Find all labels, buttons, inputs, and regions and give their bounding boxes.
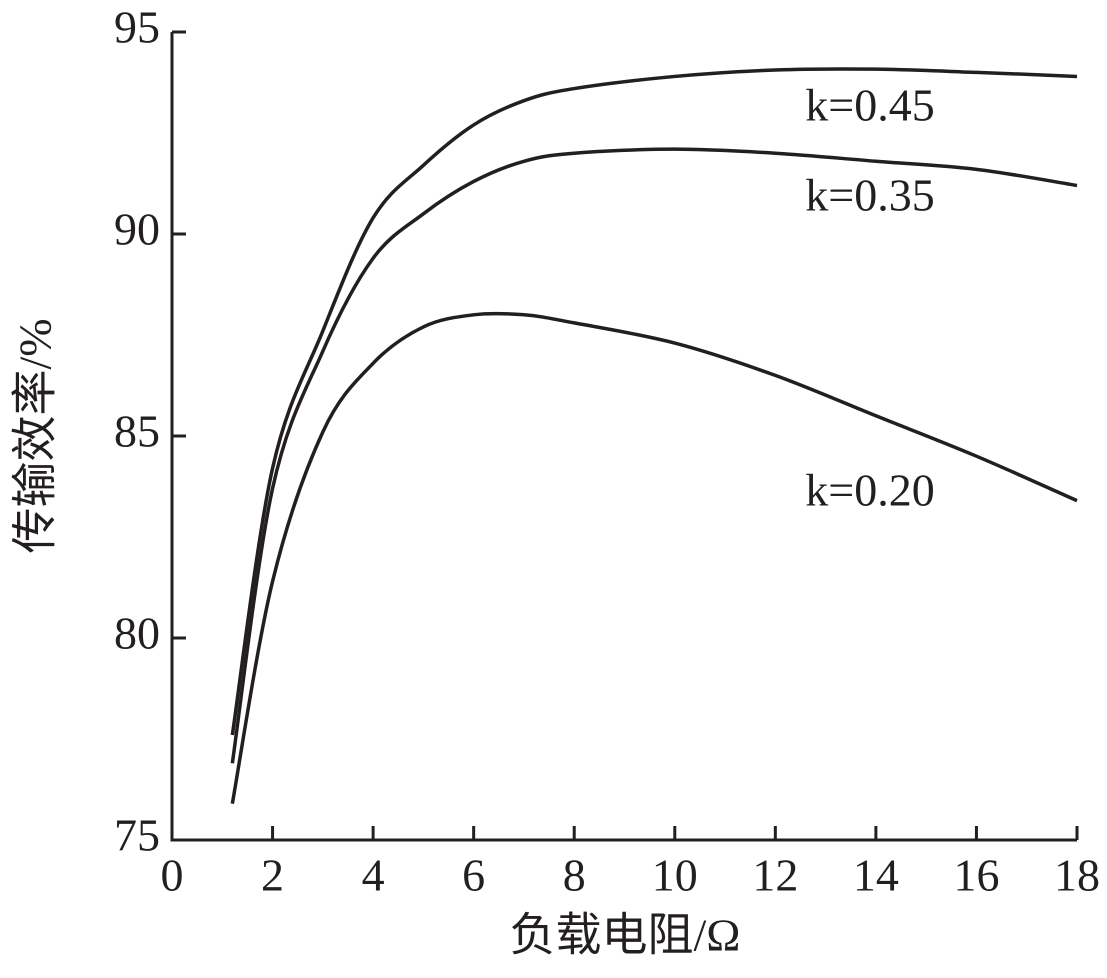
x-tick-label: 4	[362, 850, 385, 901]
series-label: k=0.35	[805, 170, 934, 221]
x-tick-label: 16	[953, 850, 999, 901]
x-tick-label: 8	[563, 850, 586, 901]
x-tick-label: 10	[652, 850, 698, 901]
x-tick-label: 2	[261, 850, 284, 901]
line-series	[230, 147, 1078, 764]
x-tick-label: 18	[1054, 850, 1100, 901]
series-label: k=0.45	[805, 80, 934, 131]
y-tick-label: 80	[114, 608, 160, 659]
y-tick-label: 95	[114, 2, 160, 53]
y-tick-label: 90	[114, 204, 160, 255]
y-tick-label: 85	[114, 406, 160, 457]
x-axis-label: 负载电阻/Ω	[510, 910, 741, 961]
y-axis-label: 传输效率/%	[10, 318, 61, 553]
line-series	[230, 67, 1078, 736]
x-tick-label: 14	[853, 850, 899, 901]
y-tick-label: 75	[114, 810, 160, 861]
series-label: k=0.20	[805, 465, 934, 516]
x-tick-label: 12	[752, 850, 798, 901]
x-tick-label: 0	[161, 850, 184, 901]
axes	[170, 32, 1077, 842]
line-series	[230, 311, 1078, 804]
x-tick-label: 6	[462, 850, 485, 901]
